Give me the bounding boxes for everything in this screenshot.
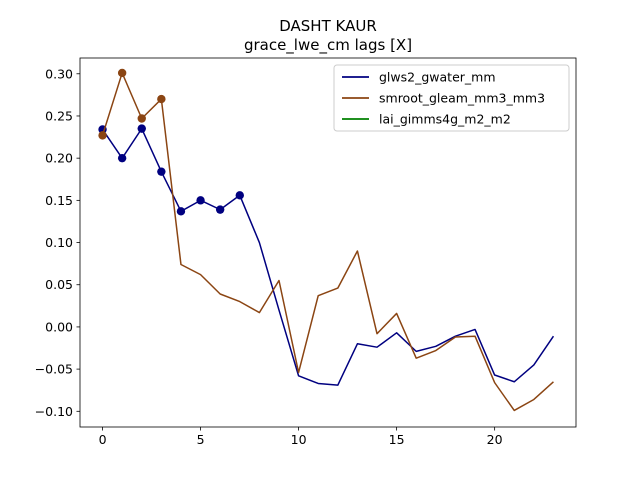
series-1-point-1: [117, 68, 127, 78]
x-tick-label: 0: [99, 432, 107, 447]
series-line-1: [101, 72, 554, 412]
legend-label-0: glws2_gwater_mm: [379, 70, 496, 85]
series-0-point-4: [176, 207, 186, 216]
series-0-point-7: [235, 191, 244, 200]
series-line-0: [101, 127, 555, 386]
chart-subtitle: grace_lwe_cm lags [X]: [244, 36, 412, 55]
y-tick-label: 0.30: [45, 66, 73, 81]
series-0-point-1: [117, 153, 127, 163]
y-tick-label: 0.10: [45, 235, 73, 250]
legend: glws2_gwater_mm smroot_gleam_mm3_mm3 lai_g…: [333, 64, 570, 132]
series-0-point-5: [196, 196, 205, 205]
x-tick-label: 5: [197, 432, 205, 447]
legend-box: [333, 64, 570, 132]
series-0-point-2: [137, 124, 146, 133]
chart-title: DASHT KAUR: [279, 17, 377, 35]
y-tick-label: −0.10: [35, 404, 73, 419]
y-tick-label: 0.25: [45, 108, 73, 123]
x-tick-label: 10: [291, 432, 307, 447]
x-tick-label: 20: [487, 432, 503, 447]
y-tick-label: 0.20: [45, 151, 73, 166]
y-tick-label: −0.05: [35, 362, 73, 377]
series-1-point-2: [137, 114, 146, 123]
y-tick-label: 0.05: [45, 277, 73, 292]
series-0-point-6: [215, 205, 225, 214]
legend-label-2: lai_gimms4g_m2_m2: [379, 112, 511, 127]
series-1-point-3: [157, 94, 166, 104]
y-tick-label: 0.15: [45, 193, 73, 208]
series-0-point-3: [157, 167, 166, 176]
legend-label-1: smroot_gleam_mm3_mm3: [379, 91, 545, 106]
x-tick-label: 15: [389, 432, 405, 447]
plot-area: 0 5 10 15 20 −0.10 −0.05 0.00 0.05 0.10 0.15 0.20 0.…: [35, 57, 577, 447]
y-tick-label: 0.00: [45, 319, 73, 334]
series-1-point-0: [98, 131, 107, 140]
